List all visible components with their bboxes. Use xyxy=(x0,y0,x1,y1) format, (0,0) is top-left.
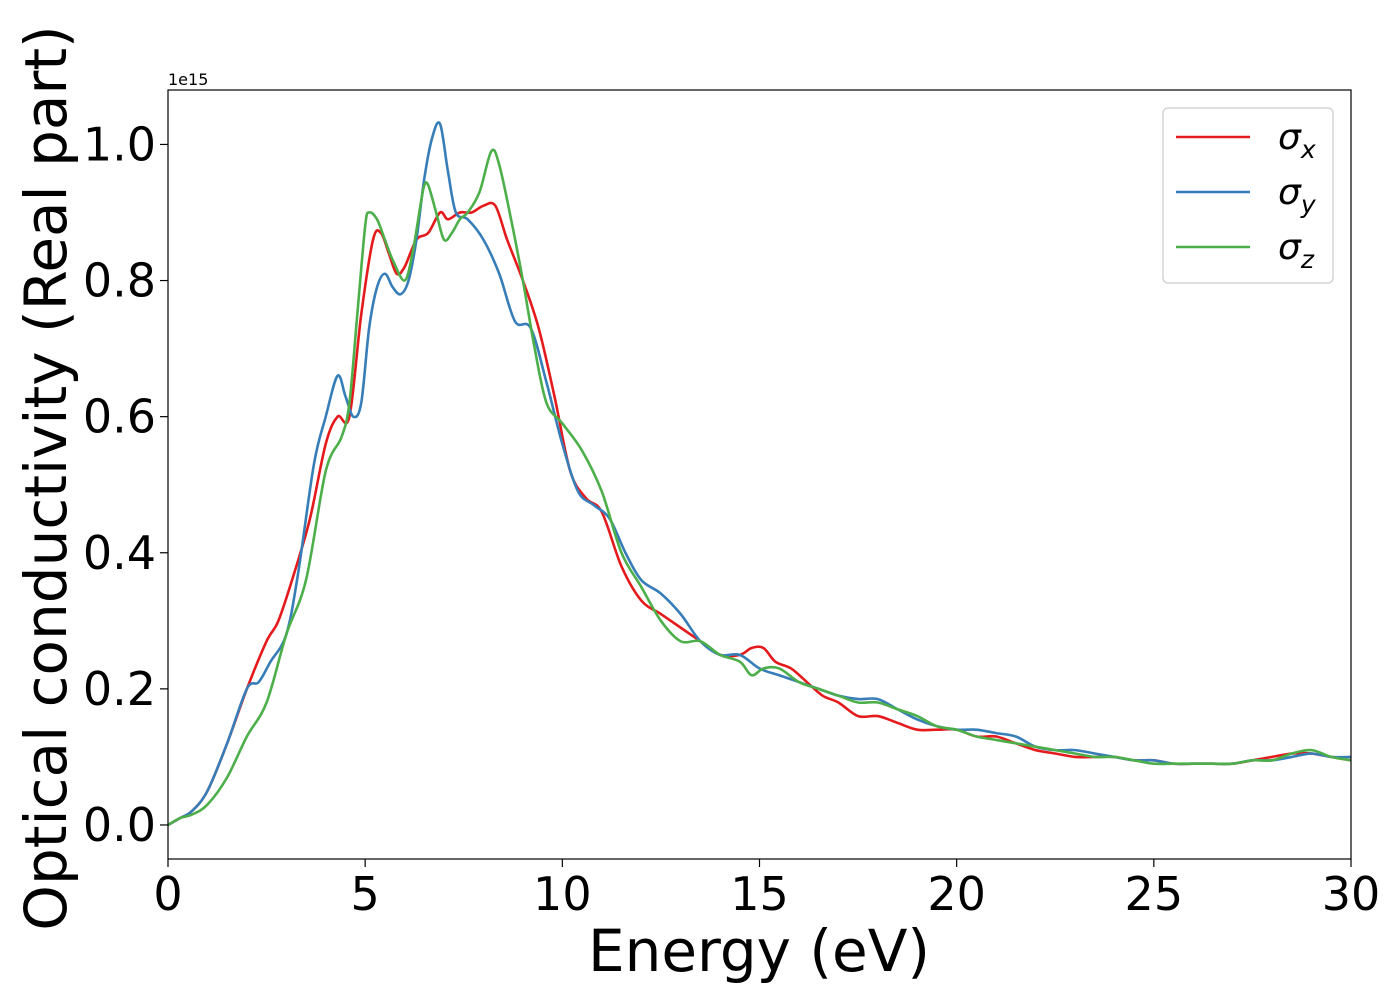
y-axis-label: Optical conductivity (Real part) xyxy=(12,25,80,930)
x-tick-label: 30 xyxy=(1322,867,1381,921)
y-tick-label: 0.4 xyxy=(83,526,156,580)
x-tick-label: 5 xyxy=(351,867,380,921)
x-tick-label: 15 xyxy=(730,867,789,921)
x-tick-label: 10 xyxy=(533,867,592,921)
y-tick-label: 1.0 xyxy=(83,117,156,171)
series-layer xyxy=(168,121,1351,827)
legend-label-y: σy xyxy=(1278,172,1317,219)
x-tick-label: 0 xyxy=(153,867,182,921)
legend-label-x: σx xyxy=(1278,117,1316,164)
series-line-z xyxy=(168,148,1351,827)
x-tick-label: 20 xyxy=(927,867,986,921)
y-axis-ticks: 0.0 0.2 0.4 0.6 0.8 1.0 xyxy=(83,117,168,852)
y-tick-label: 0.8 xyxy=(83,254,156,308)
legend-box xyxy=(1162,107,1334,284)
y-tick-label: 0.6 xyxy=(83,390,156,444)
y-tick-label: 0.2 xyxy=(83,662,156,716)
x-tick-label: 25 xyxy=(1125,867,1184,921)
x-axis-label: Energy (eV) xyxy=(588,917,930,985)
y-tick-label: 0.0 xyxy=(83,798,156,852)
legend: σx σy σz xyxy=(1162,107,1334,284)
x-axis-ticks: 0 5 10 15 20 25 30 xyxy=(153,859,1380,921)
legend-label-z: σz xyxy=(1278,227,1315,274)
y-offset-label: 1e15 xyxy=(168,70,208,89)
